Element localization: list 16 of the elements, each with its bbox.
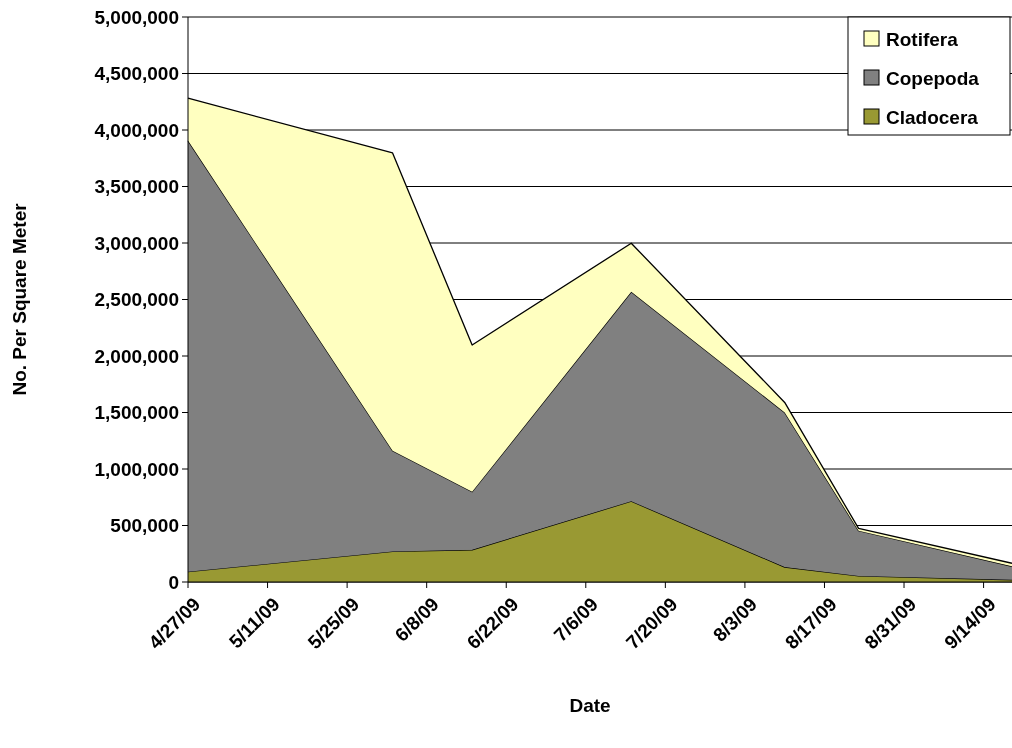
x-axis-title: Date — [569, 695, 611, 716]
y-tick-label: 2,000,000 — [94, 345, 179, 367]
y-tick-label: 3,000,000 — [94, 232, 179, 254]
legend-label: Copepoda — [886, 67, 980, 89]
y-tick-label: 1,500,000 — [94, 402, 179, 424]
y-tick-label: 1,000,000 — [94, 458, 179, 480]
y-axis-title: No. Per Square Meter — [9, 202, 30, 396]
y-tick-label: 2,500,000 — [94, 289, 179, 311]
legend-label: Rotifera — [886, 28, 959, 50]
y-tick-label: 4,500,000 — [94, 63, 179, 85]
y-tick-label: 500,000 — [110, 515, 179, 537]
y-tick-label: 3,500,000 — [94, 176, 179, 198]
y-tick-label: 4,000,000 — [94, 119, 179, 141]
legend-label: Cladocera — [886, 106, 979, 128]
y-tick-label: 0 — [168, 571, 179, 593]
y-tick-label: 5,000,000 — [94, 6, 179, 28]
